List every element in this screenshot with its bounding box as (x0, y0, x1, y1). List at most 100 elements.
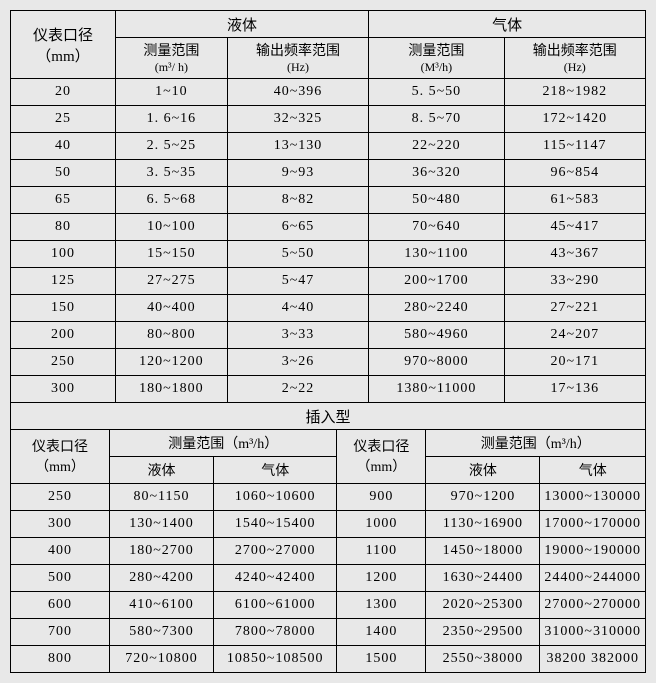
range-label: 测量范围 (408, 44, 464, 59)
table-cell: 32~325 (227, 106, 368, 133)
table-cell: 43~367 (504, 241, 645, 268)
table-cell: 100 (11, 241, 116, 268)
table-cell: 180~2700 (110, 537, 214, 564)
table-cell: 19000~190000 (540, 537, 646, 564)
table-cell: 13000~130000 (540, 483, 646, 510)
table-row: 251. 6~1632~3258. 5~70172~1420 (11, 106, 646, 133)
table-cell: 80~800 (115, 322, 227, 349)
table-cell: 300 (11, 510, 110, 537)
table-cell: 1400 (337, 618, 426, 645)
freq-unit: (Hz) (564, 60, 586, 74)
table-cell: 250 (11, 483, 110, 510)
range-label: 测量范围 (143, 44, 199, 59)
table-cell: 70~640 (369, 214, 504, 241)
table-cell: 1500 (337, 645, 426, 672)
table-row: 8010~1006~6570~64045~417 (11, 214, 646, 241)
table-cell: 130~1100 (369, 241, 504, 268)
table-row: 10015~1505~50130~110043~367 (11, 241, 646, 268)
range-header-2a: 测量范围（m³/h） (110, 429, 337, 456)
table-cell: 27~221 (504, 295, 645, 322)
table-cell: 130~1400 (110, 510, 214, 537)
diameter-header-2a: 仪表口径 （mm） (11, 429, 110, 483)
table-cell: 40 (11, 133, 116, 160)
table-cell: 900 (337, 483, 426, 510)
table-row: 402. 5~2513~13022~220115~1147 (11, 133, 646, 160)
liquid-range-header: 测量范围 (m³/ h) (115, 38, 227, 79)
freq-unit: (Hz) (287, 60, 309, 74)
table-header-row: 仪表口径 （mm） 液体 气体 (11, 11, 646, 38)
table-row: 250120~12003~26970~800020~171 (11, 349, 646, 376)
diameter-header: 仪表口径 （mm） (11, 11, 116, 79)
table-cell: 600 (11, 591, 110, 618)
diameter-unit: （mm） (36, 49, 89, 65)
table-cell: 400 (11, 537, 110, 564)
table-cell: 6100~61000 (214, 591, 337, 618)
table-cell: 45~417 (504, 214, 645, 241)
table-cell: 280~2240 (369, 295, 504, 322)
insert-spec-table: 仪表口径 （mm） 测量范围（m³/h） 仪表口径 （mm） 测量范围（m³/h… (10, 429, 646, 673)
table-row: 800720~1080010850~10850015002550~3800038… (11, 645, 646, 672)
table-cell: 5~50 (227, 241, 368, 268)
table-cell: 500 (11, 564, 110, 591)
table-cell: 40~400 (115, 295, 227, 322)
table-row: 201~1040~3965. 5~50218~1982 (11, 79, 646, 106)
table-cell: 720~10800 (110, 645, 214, 672)
gas-label-2b: 气体 (540, 456, 646, 483)
table-cell: 22~220 (369, 133, 504, 160)
table-row: 300180~18002~221380~1100017~136 (11, 376, 646, 403)
table-row: 12527~2755~47200~170033~290 (11, 268, 646, 295)
table-cell: 61~583 (504, 187, 645, 214)
table-cell: 125 (11, 268, 116, 295)
table-cell: 50 (11, 160, 116, 187)
table-cell: 800 (11, 645, 110, 672)
table-cell: 24400~244000 (540, 564, 646, 591)
table-cell: 1~10 (115, 79, 227, 106)
freq-label: 输出频率范围 (256, 44, 340, 59)
table-cell: 970~8000 (369, 349, 504, 376)
table-cell: 1100 (337, 537, 426, 564)
table-cell: 17~136 (504, 376, 645, 403)
table-cell: 150 (11, 295, 116, 322)
liquid-freq-header: 输出频率范围 (Hz) (227, 38, 368, 79)
table-row: 15040~4004~40280~224027~221 (11, 295, 646, 322)
table-cell: 2700~27000 (214, 537, 337, 564)
table-cell: 36~320 (369, 160, 504, 187)
table-cell: 280~4200 (110, 564, 214, 591)
table-cell: 580~7300 (110, 618, 214, 645)
diameter-label: 仪表口径 (32, 440, 88, 455)
table-cell: 7800~78000 (214, 618, 337, 645)
table-cell: 8. 5~70 (369, 106, 504, 133)
table-cell: 700 (11, 618, 110, 645)
table-cell: 1450~18000 (426, 537, 540, 564)
table-cell: 9~93 (227, 160, 368, 187)
table-cell: 1380~11000 (369, 376, 504, 403)
table-cell: 15~150 (115, 241, 227, 268)
table-cell: 65 (11, 187, 116, 214)
table-cell: 580~4960 (369, 322, 504, 349)
table-cell: 27~275 (115, 268, 227, 295)
table-cell: 2~22 (227, 376, 368, 403)
table-cell: 13~130 (227, 133, 368, 160)
table-cell: 2350~29500 (426, 618, 540, 645)
table-cell: 5. 5~50 (369, 79, 504, 106)
table-cell: 218~1982 (504, 79, 645, 106)
table-row: 656. 5~688~8250~48061~583 (11, 187, 646, 214)
table-row: 700580~73007800~7800014002350~2950031000… (11, 618, 646, 645)
table-cell: 1200 (337, 564, 426, 591)
table-cell: 120~1200 (115, 349, 227, 376)
diameter-label: 仪表口径 (353, 440, 409, 455)
table-cell: 6. 5~68 (115, 187, 227, 214)
table-cell: 3. 5~35 (115, 160, 227, 187)
table-cell: 5~47 (227, 268, 368, 295)
table-cell: 38200 382000 (540, 645, 646, 672)
table-cell: 80 (11, 214, 116, 241)
table-cell: 1540~15400 (214, 510, 337, 537)
diameter-header-2b: 仪表口径 （mm） (337, 429, 426, 483)
liquid-range-unit: (m³/ h) (155, 60, 188, 74)
table-cell: 96~854 (504, 160, 645, 187)
table-cell: 6~65 (227, 214, 368, 241)
diameter-unit: （mm） (357, 460, 407, 475)
table-cell: 410~6100 (110, 591, 214, 618)
table-cell: 2. 5~25 (115, 133, 227, 160)
table-cell: 250 (11, 349, 116, 376)
